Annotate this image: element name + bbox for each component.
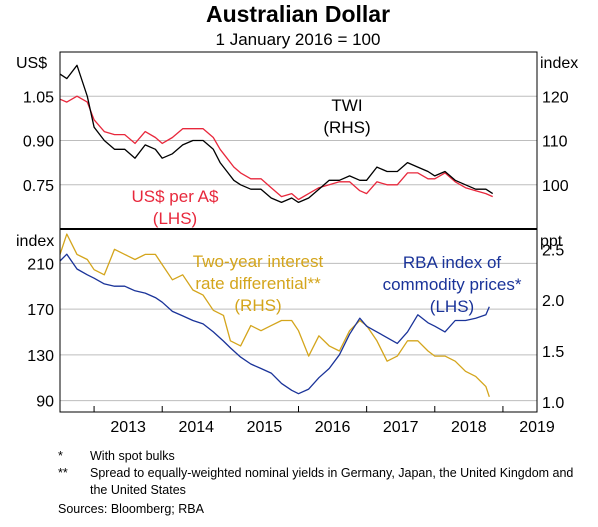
x-tick-label: 2014 [178, 419, 214, 436]
top-series-1-line [59, 64, 494, 204]
chart-notes: * With spot bulks ** Spread to equally-w… [58, 448, 578, 518]
plot-series [59, 64, 494, 398]
sources-label: Sources: [58, 502, 108, 516]
bottom-right-unit: ppt [540, 233, 563, 250]
chart-title: Australian Dollar [206, 1, 390, 27]
top-right-tick-label: 100 [542, 178, 569, 195]
note-row: * With spot bulks [58, 448, 578, 465]
series-annotation-0-0: (LHS) [153, 209, 197, 228]
chart: Australian Dollar 1 January 2016 = 100 U… [16, 1, 578, 436]
sources-text: Bloomberg; RBA [110, 502, 204, 516]
note-mark: ** [58, 466, 68, 480]
note-mark: * [58, 449, 63, 463]
top-right-tick-label: 120 [542, 89, 569, 106]
bottom-left-tick-label: 170 [27, 302, 54, 319]
bottom-series-0-line [59, 233, 490, 398]
note-text: With spot bulks [90, 449, 175, 463]
note-text: Spread to equally-weighted nominal yield… [90, 466, 574, 497]
x-tick-label: 2016 [315, 419, 351, 436]
series-annotation-1-0: (RHS) [234, 296, 281, 315]
series-annotation-1-0: Two-year interest [193, 252, 324, 271]
top-left-tick-label: 0.75 [23, 178, 54, 195]
x-tick-label: 2013 [110, 419, 146, 436]
top-right-unit: index [540, 55, 578, 72]
top-series-0-line [59, 95, 493, 201]
top-left-tick-label: 0.90 [23, 134, 54, 151]
note-row: ** Spread to equally-weighted nominal yi… [58, 465, 578, 499]
plot-frame [59, 51, 538, 413]
bottom-right-tick-label: 2.5 [542, 242, 564, 259]
sources: Sources: Bloomberg; RBA [58, 501, 578, 518]
bottom-right-tick-label: 1.0 [542, 395, 564, 412]
bottom-right-tick-label: 1.5 [542, 344, 564, 361]
bottom-left-tick-label: 130 [27, 348, 54, 365]
top-left-unit: US$ [16, 55, 47, 72]
series-annotation-0-1: TWI [331, 96, 362, 115]
tick-labels: 0.75 0.90 1.05 100 110 120 90 130 170 210 1.0 1.5 2.… [23, 89, 569, 436]
series-annotation-1-1: commodity prices* [383, 275, 522, 294]
series-annotations: US$ per A$ (LHS) TWI (RHS) Two-year interest… [132, 96, 522, 316]
series-annotation-1-0: rate differential** [195, 274, 321, 293]
top-left-tick-label: 1.05 [23, 89, 54, 106]
series-annotation-0-0: US$ per A$ [132, 187, 219, 206]
x-tick-label: 2019 [519, 419, 555, 436]
plot-border [59, 51, 538, 413]
bottom-right-tick-label: 2.0 [542, 293, 564, 310]
bottom-left-tick-label: 210 [27, 256, 54, 273]
top-right-tick-label: 110 [542, 134, 568, 151]
x-tick-label: 2015 [247, 419, 283, 436]
bottom-left-unit: index [16, 233, 54, 250]
x-tick-label: 2018 [451, 419, 487, 436]
chart-subtitle: 1 January 2016 = 100 [216, 30, 381, 49]
x-tick-label: 2017 [383, 419, 419, 436]
gridlines [60, 95, 537, 402]
series-annotation-1-1: RBA index of [403, 253, 502, 272]
series-annotation-1-1: (LHS) [430, 297, 474, 316]
bottom-left-tick-label: 90 [36, 394, 54, 411]
bottom-series-1-line [59, 253, 490, 395]
series-annotation-0-1: (RHS) [323, 118, 370, 137]
